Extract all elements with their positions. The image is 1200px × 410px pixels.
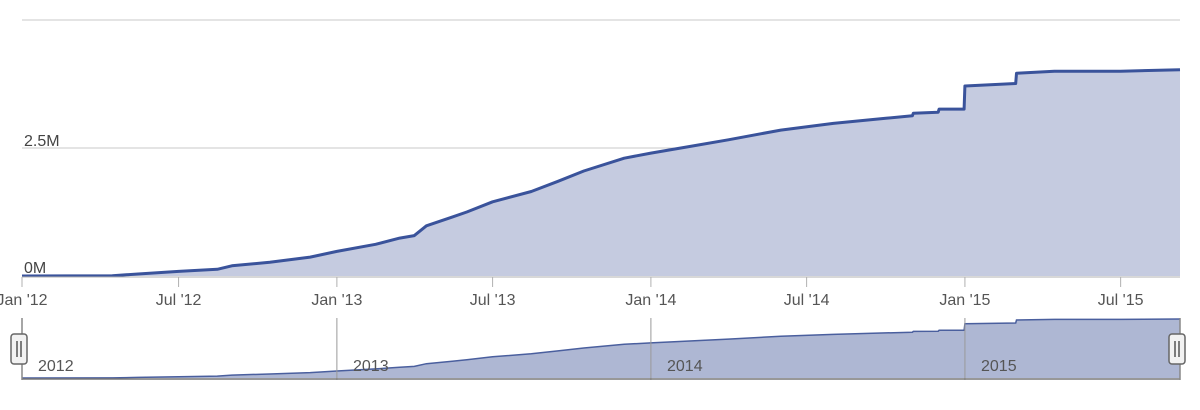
navigator-year-2014: 2014: [667, 358, 703, 375]
x-tick-label: Jul '14: [784, 292, 830, 309]
y-tick-label-2.5m: 2.5M: [24, 133, 60, 150]
x-tick-label: Jan '15: [939, 292, 990, 309]
navigator-right-handle[interactable]: [1168, 333, 1186, 365]
navigator-handles[interactable]: [10, 333, 1186, 365]
x-tick-label: Jan '12: [0, 292, 48, 309]
series-line: [21, 68, 1181, 278]
navigator-left-handle[interactable]: [10, 333, 28, 365]
x-tick-label: Jul '13: [470, 292, 516, 309]
navigator-year-2015: 2015: [981, 358, 1017, 375]
navigator-year-2013: 2013: [353, 358, 389, 375]
x-tick-label: Jan '13: [311, 292, 362, 309]
x-tick-label: Jul '12: [156, 292, 202, 309]
navigator-line: [21, 318, 1181, 379]
x-axis: Jan '12 Jul '12 Jan '13 Jul '13 Jan '14 Jul '…: [0, 276, 1180, 309]
navigator-area: [22, 319, 1180, 378]
y-axis: 0M 2.5M: [24, 133, 60, 277]
navigator-year-labels: 2012 2013 2014 2015: [38, 358, 1017, 375]
series-area-fill: [22, 69, 1180, 276]
x-tick-label: Jan '14: [625, 292, 676, 309]
x-tick-label: Jul '15: [1098, 292, 1144, 309]
navigator-year-2012: 2012: [38, 358, 74, 375]
y-tick-label-0m: 0M: [24, 260, 46, 277]
navigator[interactable]: [21, 318, 1181, 380]
main-plot[interactable]: [21, 68, 1181, 278]
